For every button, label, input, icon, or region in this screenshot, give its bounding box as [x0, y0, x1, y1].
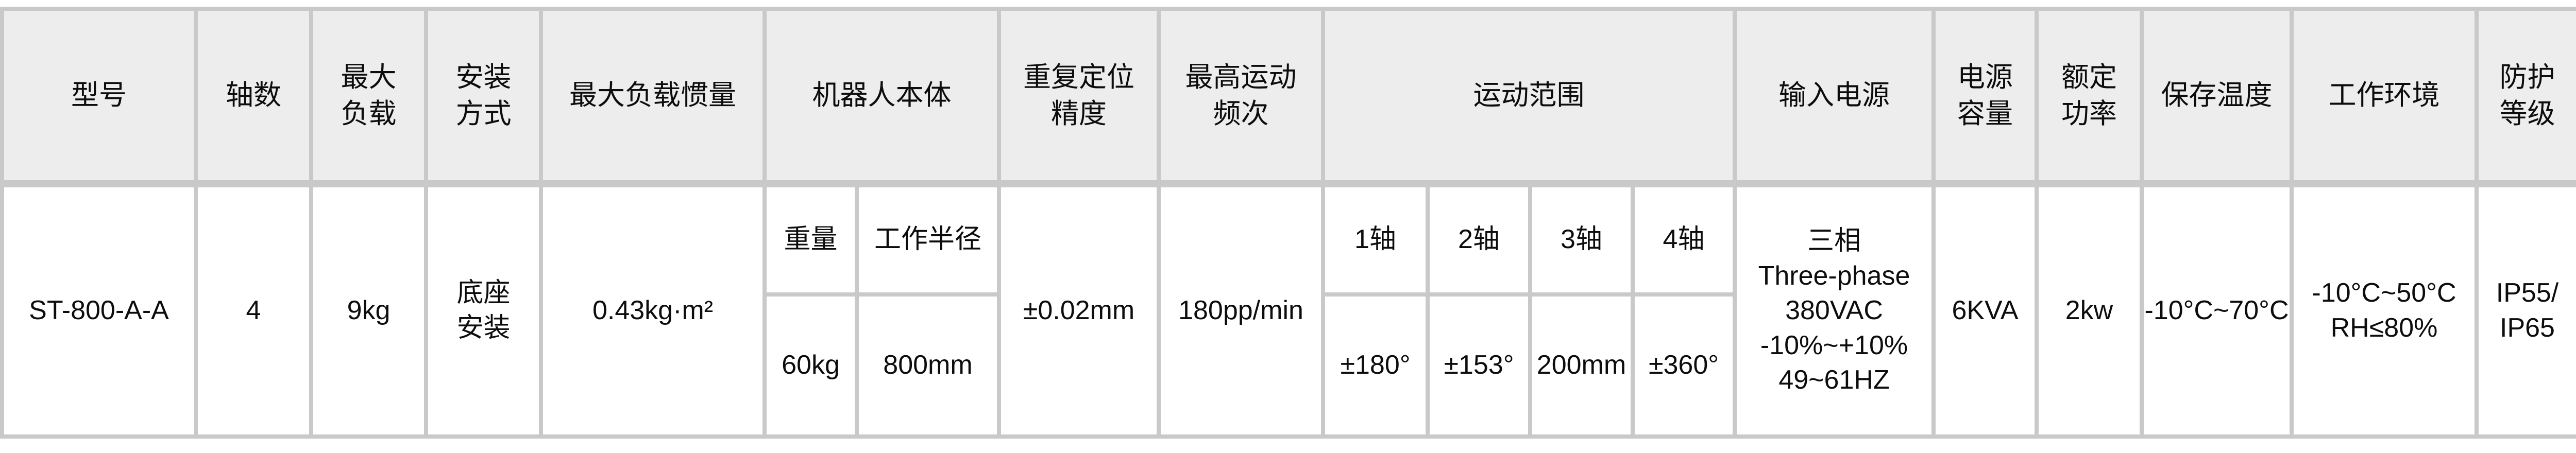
- robot-spec-table: 型号 轴数 最大 负载 安装 方式 最大负载惯量 机器人本体 重复定位 精度 最…: [0, 7, 2576, 439]
- header-repeatability: 重复定位 精度: [997, 7, 1161, 187]
- header-max-load: 最大 负载: [309, 7, 428, 187]
- cell-work-env: -10°C~50°C RH≤80%: [2290, 182, 2479, 439]
- cell-protection: IP55/ IP65: [2475, 182, 2576, 439]
- cell-axis2: ±153°: [1426, 292, 1532, 439]
- cell-weight: 60kg: [762, 292, 859, 439]
- body-row-top: ST-800-A-A 4 9kg 底座 安装 0.43kg·m² 重量 工作半径…: [0, 182, 2576, 439]
- header-protection: 防护 等级: [2475, 7, 2576, 187]
- body-row-bottom: 60kg 800mm ±180° ±153° 200mm ±360°: [2, 292, 2576, 439]
- header-row: 型号 轴数 最大 负载 安装 方式 最大负载惯量 机器人本体 重复定位 精度 最…: [0, 7, 2576, 187]
- header-max-frequency: 最高运动 频次: [1157, 7, 1325, 187]
- cell-rated-power: 2kw: [2035, 182, 2144, 439]
- subheader-axis2: 2轴: [1426, 182, 1532, 297]
- header-robot-body: 机器人本体: [762, 7, 1001, 187]
- header-storage-temp: 保存温度: [2140, 7, 2294, 187]
- subheader-axis4: 4轴: [1631, 182, 1737, 297]
- subheader-axis3: 3轴: [1528, 182, 1635, 297]
- cell-work-radius: 800mm: [855, 292, 1001, 439]
- cell-max-inertia: 0.43kg·m²: [539, 182, 767, 439]
- header-rated-power: 额定 功率: [2035, 7, 2144, 187]
- cell-power-capacity: 6KVA: [1931, 182, 2039, 439]
- header-input-power: 输入电源: [1733, 7, 1936, 187]
- subheader-axis1: 1轴: [1321, 182, 1430, 297]
- cell-input-power: 三相 Three-phase 380VAC -10%~+10% 49~61HZ: [1733, 182, 1936, 439]
- header-motion-range: 运动范围: [1321, 7, 1737, 187]
- cell-model: ST-800-A-A: [0, 182, 198, 439]
- cell-mounting: 底座 安装: [424, 182, 543, 439]
- header-model: 型号: [0, 7, 198, 187]
- header-work-env: 工作环境: [2290, 7, 2479, 187]
- cell-axis1: ±180°: [1321, 292, 1430, 439]
- header-power-capacity: 电源 容量: [1931, 7, 2039, 187]
- cell-storage-temp: -10°C~70°C: [2140, 182, 2294, 439]
- cell-repeatability: ±0.02mm: [997, 182, 1161, 439]
- header-mounting: 安装 方式: [424, 7, 543, 187]
- cell-axes: 4: [194, 182, 313, 439]
- header-axes: 轴数: [194, 7, 313, 187]
- header-max-inertia: 最大负载惯量: [539, 7, 767, 187]
- cell-axis4: ±360°: [1631, 292, 1737, 439]
- subheader-weight: 重量: [762, 182, 859, 297]
- cell-axis3: 200mm: [1528, 292, 1635, 439]
- subheader-work-radius: 工作半径: [855, 182, 1001, 297]
- cell-max-load: 9kg: [309, 182, 428, 439]
- cell-max-frequency: 180pp/min: [1157, 182, 1325, 439]
